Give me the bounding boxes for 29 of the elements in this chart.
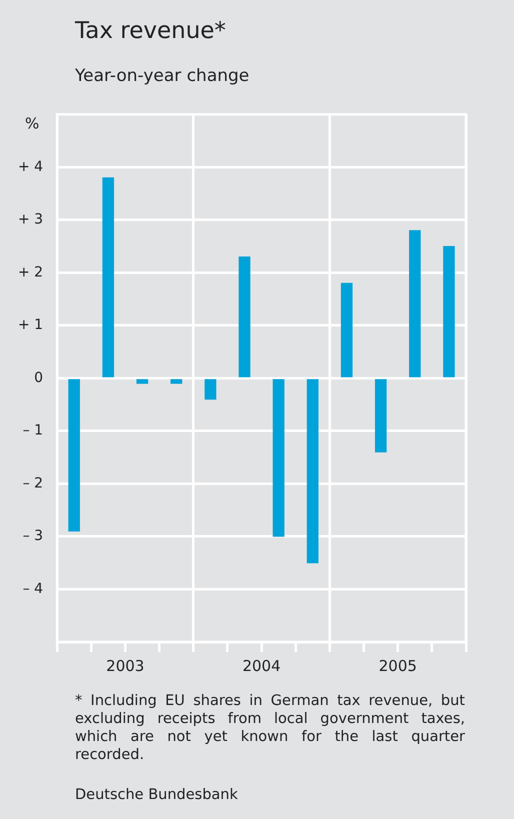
bar (170, 379, 182, 384)
x-tick-label: 2004 (242, 656, 281, 675)
text: * Including EU shares in German tax revenue, but excluding receipts from local government taxes, which are not yet known for the last quarter recorded. (75, 692, 465, 764)
bar (238, 256, 250, 378)
y-tick-label: + 3 (18, 212, 44, 228)
bar (409, 230, 421, 378)
y-tick-label: + 2 (18, 264, 44, 280)
bar (340, 282, 353, 378)
bar (443, 246, 455, 378)
bar (136, 379, 148, 384)
y-tick-label: + 4 (18, 158, 44, 175)
x-tick-label: 2005 (378, 656, 417, 675)
bar (68, 379, 80, 532)
y-axis-title: % (24, 114, 40, 132)
bar (102, 177, 114, 378)
text: Deutsche Bundesbank (75, 786, 239, 804)
x-tick-label: 2003 (106, 656, 144, 675)
y-tick-label: + 1 (18, 317, 44, 334)
y-tick-label: – 3 (22, 528, 44, 544)
bar (306, 379, 318, 564)
y-tick-label: – 4 (22, 580, 44, 597)
bar (204, 379, 216, 400)
bar (272, 379, 284, 537)
bar (374, 379, 387, 452)
y-tick-label: – 2 (22, 475, 44, 492)
y-tick-label: 0 (34, 370, 44, 386)
chart-title: Tax revenue* (75, 18, 226, 44)
chart-subtitle: Year-on-year change (75, 66, 250, 86)
y-tick-label: – 1 (22, 422, 44, 439)
